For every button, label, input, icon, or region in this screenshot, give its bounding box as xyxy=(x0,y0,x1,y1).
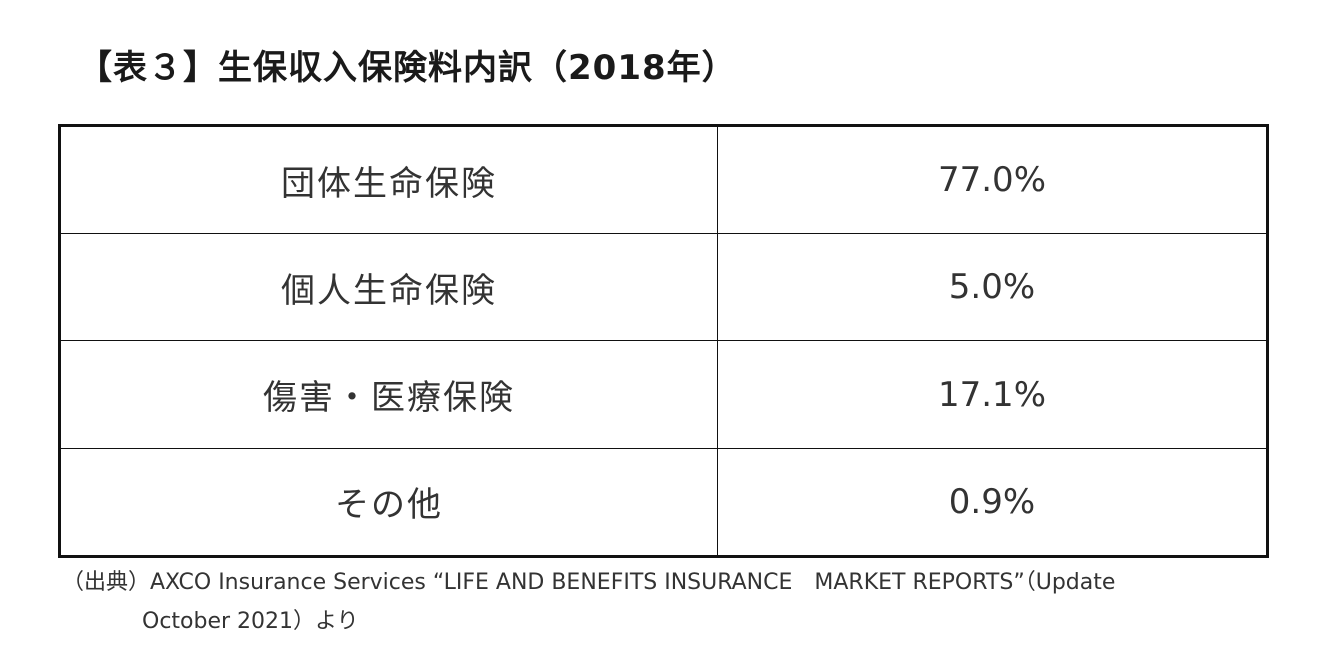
source-line-1: （出典）AXCO Insurance Services “LIFE AND BE… xyxy=(62,570,1116,595)
row-value: 77.0% xyxy=(717,124,1268,235)
source-line-2: October 2021）より xyxy=(142,609,359,634)
source-note: （出典）AXCO Insurance Services “LIFE AND BE… xyxy=(62,563,1262,641)
row-label: 傷害・医療保険 xyxy=(59,340,718,449)
row-label: 団体生命保険 xyxy=(59,124,718,235)
page-title: 【表３】生保収入保険料内訳（2018年） xyxy=(78,48,737,88)
row-label: その他 xyxy=(59,447,718,558)
table-row: 団体生命保険 77.0% xyxy=(59,124,1268,235)
premium-breakdown-table: 団体生命保険 77.0% 個人生命保険 5.0% 傷害・医療保険 17.1% そ… xyxy=(58,124,1269,558)
table-row: 個人生命保険 5.0% xyxy=(59,233,1268,342)
row-value: 0.9% xyxy=(717,447,1268,558)
row-value: 17.1% xyxy=(717,340,1268,449)
table-row: 傷害・医療保険 17.1% xyxy=(59,340,1268,449)
table-row: その他 0.9% xyxy=(59,447,1268,558)
row-label: 個人生命保険 xyxy=(59,233,718,342)
row-value: 5.0% xyxy=(717,233,1268,342)
